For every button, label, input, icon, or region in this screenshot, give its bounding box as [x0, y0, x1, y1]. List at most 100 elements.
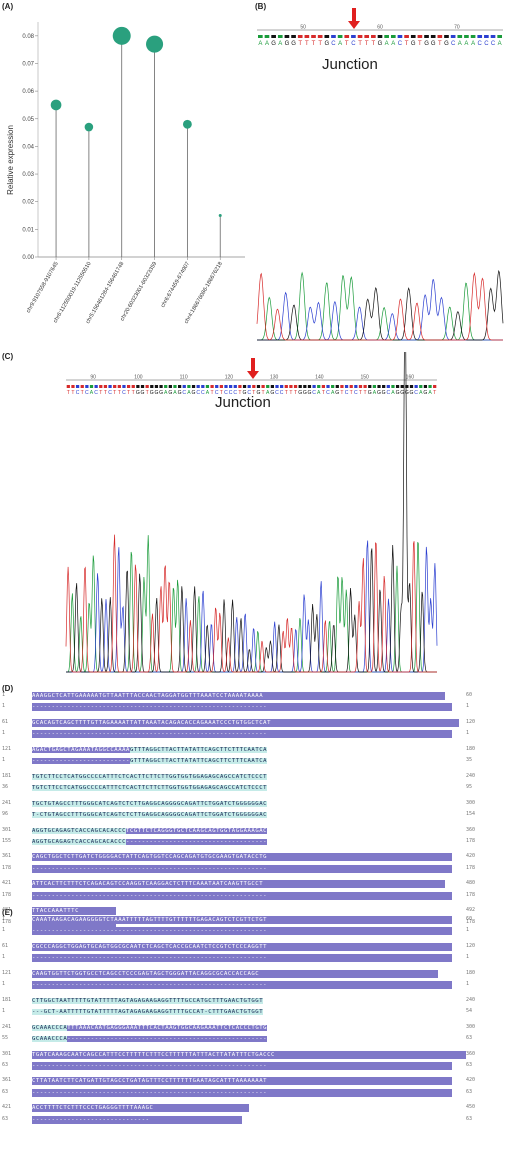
- seq-end-number: 450: [466, 1104, 476, 1111]
- base-call: G: [271, 41, 276, 47]
- quality-bar: [363, 385, 367, 388]
- base-call: A: [419, 390, 423, 396]
- base-call: A: [373, 390, 377, 396]
- seq-end-number: 63: [466, 1034, 473, 1041]
- base-call: A: [331, 390, 335, 396]
- seq-start-number: 181: [2, 996, 12, 1003]
- base-call: G: [405, 390, 409, 396]
- quality-bar: [80, 385, 84, 388]
- base-call: T: [365, 41, 369, 47]
- seq-end-number: 60: [466, 692, 473, 698]
- base-call: T: [438, 41, 442, 47]
- ruler-label: 110: [180, 375, 188, 381]
- quality-bar: [75, 385, 80, 388]
- base-call: T: [322, 390, 325, 396]
- quality-bar: [71, 385, 75, 388]
- quality-bar: [404, 35, 409, 38]
- y-tick-label: 0.00: [22, 255, 34, 261]
- base-call: T: [285, 390, 288, 396]
- quality-bar: [311, 35, 316, 38]
- quality-bar: [164, 385, 168, 388]
- quality-bar: [351, 35, 356, 38]
- base-call: C: [76, 390, 80, 396]
- x-tick-label: chr6:674459-674907: [160, 261, 191, 309]
- base-call: G: [423, 390, 427, 396]
- sequence-segment: GCAAACCCA: [32, 1024, 68, 1031]
- base-call: C: [224, 390, 228, 396]
- quality-bar: [89, 385, 94, 388]
- quality-bar: [437, 35, 443, 38]
- seq-start-number: 1: [2, 1008, 6, 1014]
- base-call: C: [354, 390, 358, 396]
- quality-bar: [307, 385, 312, 388]
- quality-bar: [372, 385, 377, 388]
- sequence-bar: ----------------------------------------…: [32, 1061, 452, 1070]
- alignment-line: 1 -------------------------GTTTAGGCTTACTT…: [0, 757, 505, 767]
- quality-bar: [293, 385, 298, 388]
- sequence-segment: TGCTGTAGCCTTTGGGCATCAGTCTCTTGAGGCAGGGGCA…: [32, 800, 268, 807]
- base-call: A: [471, 41, 475, 47]
- seq-start-number: 121: [2, 969, 12, 976]
- base-call: G: [168, 390, 172, 396]
- seq-end-number: 60: [466, 916, 473, 922]
- sequence-bar: ------------------------------: [32, 1115, 242, 1124]
- chromatogram-b-trace: 50 60 70A A G A G G T T T T G C A T C T T T G A A C T G T G G T G C A A A C…: [256, 8, 504, 341]
- alignment-line: 1 ---------------------------------------…: [0, 954, 505, 964]
- sequence-segment: CTTGGCTAATTTTTGTATTTTTAGTAGAGAAGAGGTTTTG…: [32, 997, 264, 1004]
- base-call: A: [206, 390, 210, 396]
- quality-bar: [99, 385, 103, 388]
- sequence-bar: AGACTGAGCTAGAAATAGGCCAAAAGTTTAGGCTTACTTA…: [32, 746, 452, 754]
- quality-bar: [303, 385, 307, 388]
- trace-A: [257, 271, 503, 341]
- seq-end-number: 360: [466, 1050, 476, 1057]
- y-tick-label: 0.05: [22, 117, 34, 123]
- x-tick-label: chr20:60323001-60323359: [120, 261, 159, 322]
- seq-start-number: 1: [2, 927, 6, 934]
- quality-bar: [490, 35, 496, 38]
- base-call: G: [307, 390, 311, 396]
- seq-start-number: 301: [2, 826, 12, 833]
- base-call: C: [215, 390, 219, 396]
- alignment-line: 55 GCAAACCCA-----------------------------…: [0, 1035, 505, 1045]
- quality-bar: [371, 35, 376, 38]
- base-call: C: [182, 390, 186, 396]
- quality-bar: [450, 35, 456, 38]
- quality-bar: [423, 385, 428, 388]
- base-call: T: [262, 390, 265, 396]
- base-call: G: [136, 390, 140, 396]
- quality-bar: [277, 35, 283, 38]
- seq-end-number: 1: [466, 981, 470, 988]
- base-call: C: [484, 41, 489, 47]
- base-call: C: [331, 41, 336, 47]
- base-call: A: [458, 41, 462, 47]
- seq-end-number: 180: [466, 969, 476, 976]
- base-call: T: [127, 390, 130, 396]
- quality-bar: [344, 35, 350, 38]
- alignment-line: 481 TTACCAAATTTC 492: [0, 907, 505, 917]
- seq-end-number: 180: [466, 745, 476, 752]
- base-call: T: [305, 41, 309, 47]
- sequence-segment: GTTTAGGCTTACTTATATTCAGCTTCTTTCAATCA: [129, 746, 268, 753]
- base-call: A: [464, 41, 468, 47]
- quality-bar: [484, 35, 489, 38]
- sequence-bar: TGTCTTCCTCATGGCCCCATTTCTCACTTCTTCTTGGTGG…: [32, 773, 452, 781]
- base-call: T: [418, 41, 422, 47]
- seq-start-number: 361: [2, 1077, 12, 1084]
- sequence-bar: ----------------------------------------…: [32, 981, 452, 990]
- base-call: T: [289, 390, 292, 396]
- quality-bar: [66, 385, 70, 388]
- quality-bar: [94, 385, 98, 388]
- sequence-bar: CAAATAAGACAGAAGGGGTCTAAATTTTTAGTTTTGTTTT…: [32, 916, 452, 924]
- quality-bar: [377, 385, 381, 388]
- seq-start-number: 96: [2, 810, 9, 817]
- base-call: C: [122, 390, 126, 396]
- base-call: T: [340, 390, 343, 396]
- alignment-line: 63 --------------------------------------…: [0, 1088, 505, 1099]
- base-call: T: [405, 41, 409, 47]
- quality-bar: [382, 385, 386, 388]
- quality-bar: [280, 385, 284, 388]
- base-call: G: [335, 390, 339, 396]
- quality-bar: [395, 385, 400, 388]
- quality-bar: [377, 35, 383, 38]
